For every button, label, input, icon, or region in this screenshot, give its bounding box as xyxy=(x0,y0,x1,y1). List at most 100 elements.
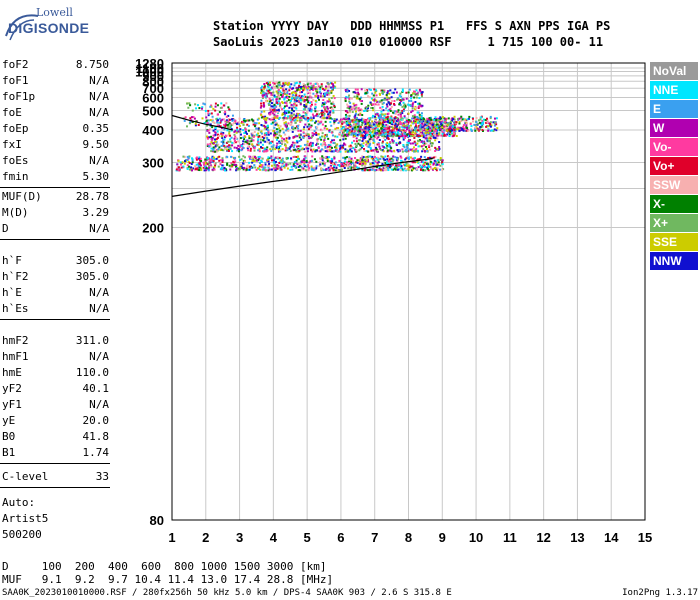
echo-point xyxy=(399,113,402,116)
echo-point xyxy=(297,127,300,130)
echo-point xyxy=(208,161,211,164)
echo-point xyxy=(426,128,429,131)
echo-point xyxy=(312,167,315,170)
echo-point xyxy=(311,144,314,147)
echo-point xyxy=(333,121,336,124)
echo-point xyxy=(314,107,317,110)
echo-point xyxy=(202,161,205,164)
echo-point xyxy=(286,92,289,95)
echo-point xyxy=(364,133,367,136)
echo-point xyxy=(417,140,420,143)
echo-point xyxy=(377,124,380,127)
echo-point xyxy=(214,109,217,112)
echo-point xyxy=(308,144,311,147)
echo-point xyxy=(390,130,393,133)
echo-point xyxy=(222,104,225,107)
echo-point xyxy=(215,118,218,121)
echo-point xyxy=(330,91,333,94)
echo-point xyxy=(286,149,289,152)
echo-point xyxy=(362,130,365,133)
echo-point xyxy=(397,131,400,134)
echo-point xyxy=(203,103,206,106)
y-tick-label: 1100 xyxy=(136,61,164,76)
echo-point xyxy=(324,150,327,153)
trace-curve xyxy=(171,114,233,131)
echo-point xyxy=(348,109,351,112)
echo-point xyxy=(377,136,380,139)
echo-point xyxy=(279,104,282,107)
echo-point xyxy=(269,99,272,102)
echo-point xyxy=(385,147,388,150)
lowell-digisonde-logo xyxy=(4,6,84,46)
echo-point xyxy=(251,134,254,137)
echo-point xyxy=(338,164,341,167)
echo-point xyxy=(371,163,374,166)
echo-point xyxy=(228,132,231,135)
echo-point xyxy=(276,98,279,101)
echo-point xyxy=(437,161,440,164)
echo-point xyxy=(302,128,305,131)
echo-point xyxy=(297,113,300,116)
echo-point xyxy=(347,115,350,118)
echo-point xyxy=(305,86,308,89)
echo-point xyxy=(358,113,361,116)
echo-point xyxy=(344,137,347,140)
echo-point xyxy=(413,96,416,99)
echo-point xyxy=(455,121,458,124)
echo-point xyxy=(235,163,238,166)
echo-point xyxy=(328,130,331,133)
echo-point xyxy=(231,141,234,144)
echo-point xyxy=(214,145,217,148)
y-tick-label: 700 xyxy=(142,81,164,96)
echo-point xyxy=(302,136,305,139)
x-tick-label: 10 xyxy=(469,530,483,545)
echo-point xyxy=(298,88,301,91)
echo-point xyxy=(402,124,405,127)
echo-point xyxy=(333,119,336,122)
echo-point xyxy=(298,94,301,97)
echo-point xyxy=(443,134,446,137)
param-row-he: h`E N/A xyxy=(2,286,109,300)
echo-point xyxy=(415,89,418,92)
echo-point xyxy=(320,92,323,95)
echo-point xyxy=(310,159,313,162)
echo-point xyxy=(281,92,284,95)
echo-point xyxy=(408,126,411,129)
param-row-md: M(D) 3.29 xyxy=(2,206,109,220)
echo-point xyxy=(346,128,349,131)
echo-point xyxy=(226,124,229,127)
echo-point xyxy=(257,159,260,162)
echo-point xyxy=(349,125,352,128)
echo-point xyxy=(230,155,233,158)
echo-point xyxy=(439,158,442,161)
echo-point xyxy=(310,116,313,119)
echo-point xyxy=(332,162,335,165)
echo-point xyxy=(364,131,367,134)
echo-point xyxy=(267,85,270,88)
echo-point xyxy=(317,98,320,101)
echo-point xyxy=(359,99,362,102)
echo-point xyxy=(251,155,254,158)
echo-point xyxy=(439,116,442,119)
echo-point xyxy=(284,122,287,125)
echo-point xyxy=(275,123,278,126)
echo-point xyxy=(306,169,309,172)
echo-point xyxy=(321,114,324,117)
echo-point xyxy=(378,93,381,96)
echo-point xyxy=(354,157,357,160)
echo-point xyxy=(249,165,252,168)
echo-point xyxy=(429,122,432,125)
echo-point xyxy=(386,158,389,161)
echo-point xyxy=(388,121,391,124)
echo-point xyxy=(339,139,342,142)
echo-point xyxy=(252,156,255,159)
echo-point xyxy=(410,129,413,132)
echo-point xyxy=(440,123,443,126)
echo-point xyxy=(308,86,311,89)
echo-point xyxy=(281,162,284,165)
echo-point xyxy=(338,119,341,122)
echo-point xyxy=(305,146,308,149)
echo-point xyxy=(287,163,290,166)
echo-point xyxy=(432,167,435,170)
echo-point xyxy=(213,166,216,169)
